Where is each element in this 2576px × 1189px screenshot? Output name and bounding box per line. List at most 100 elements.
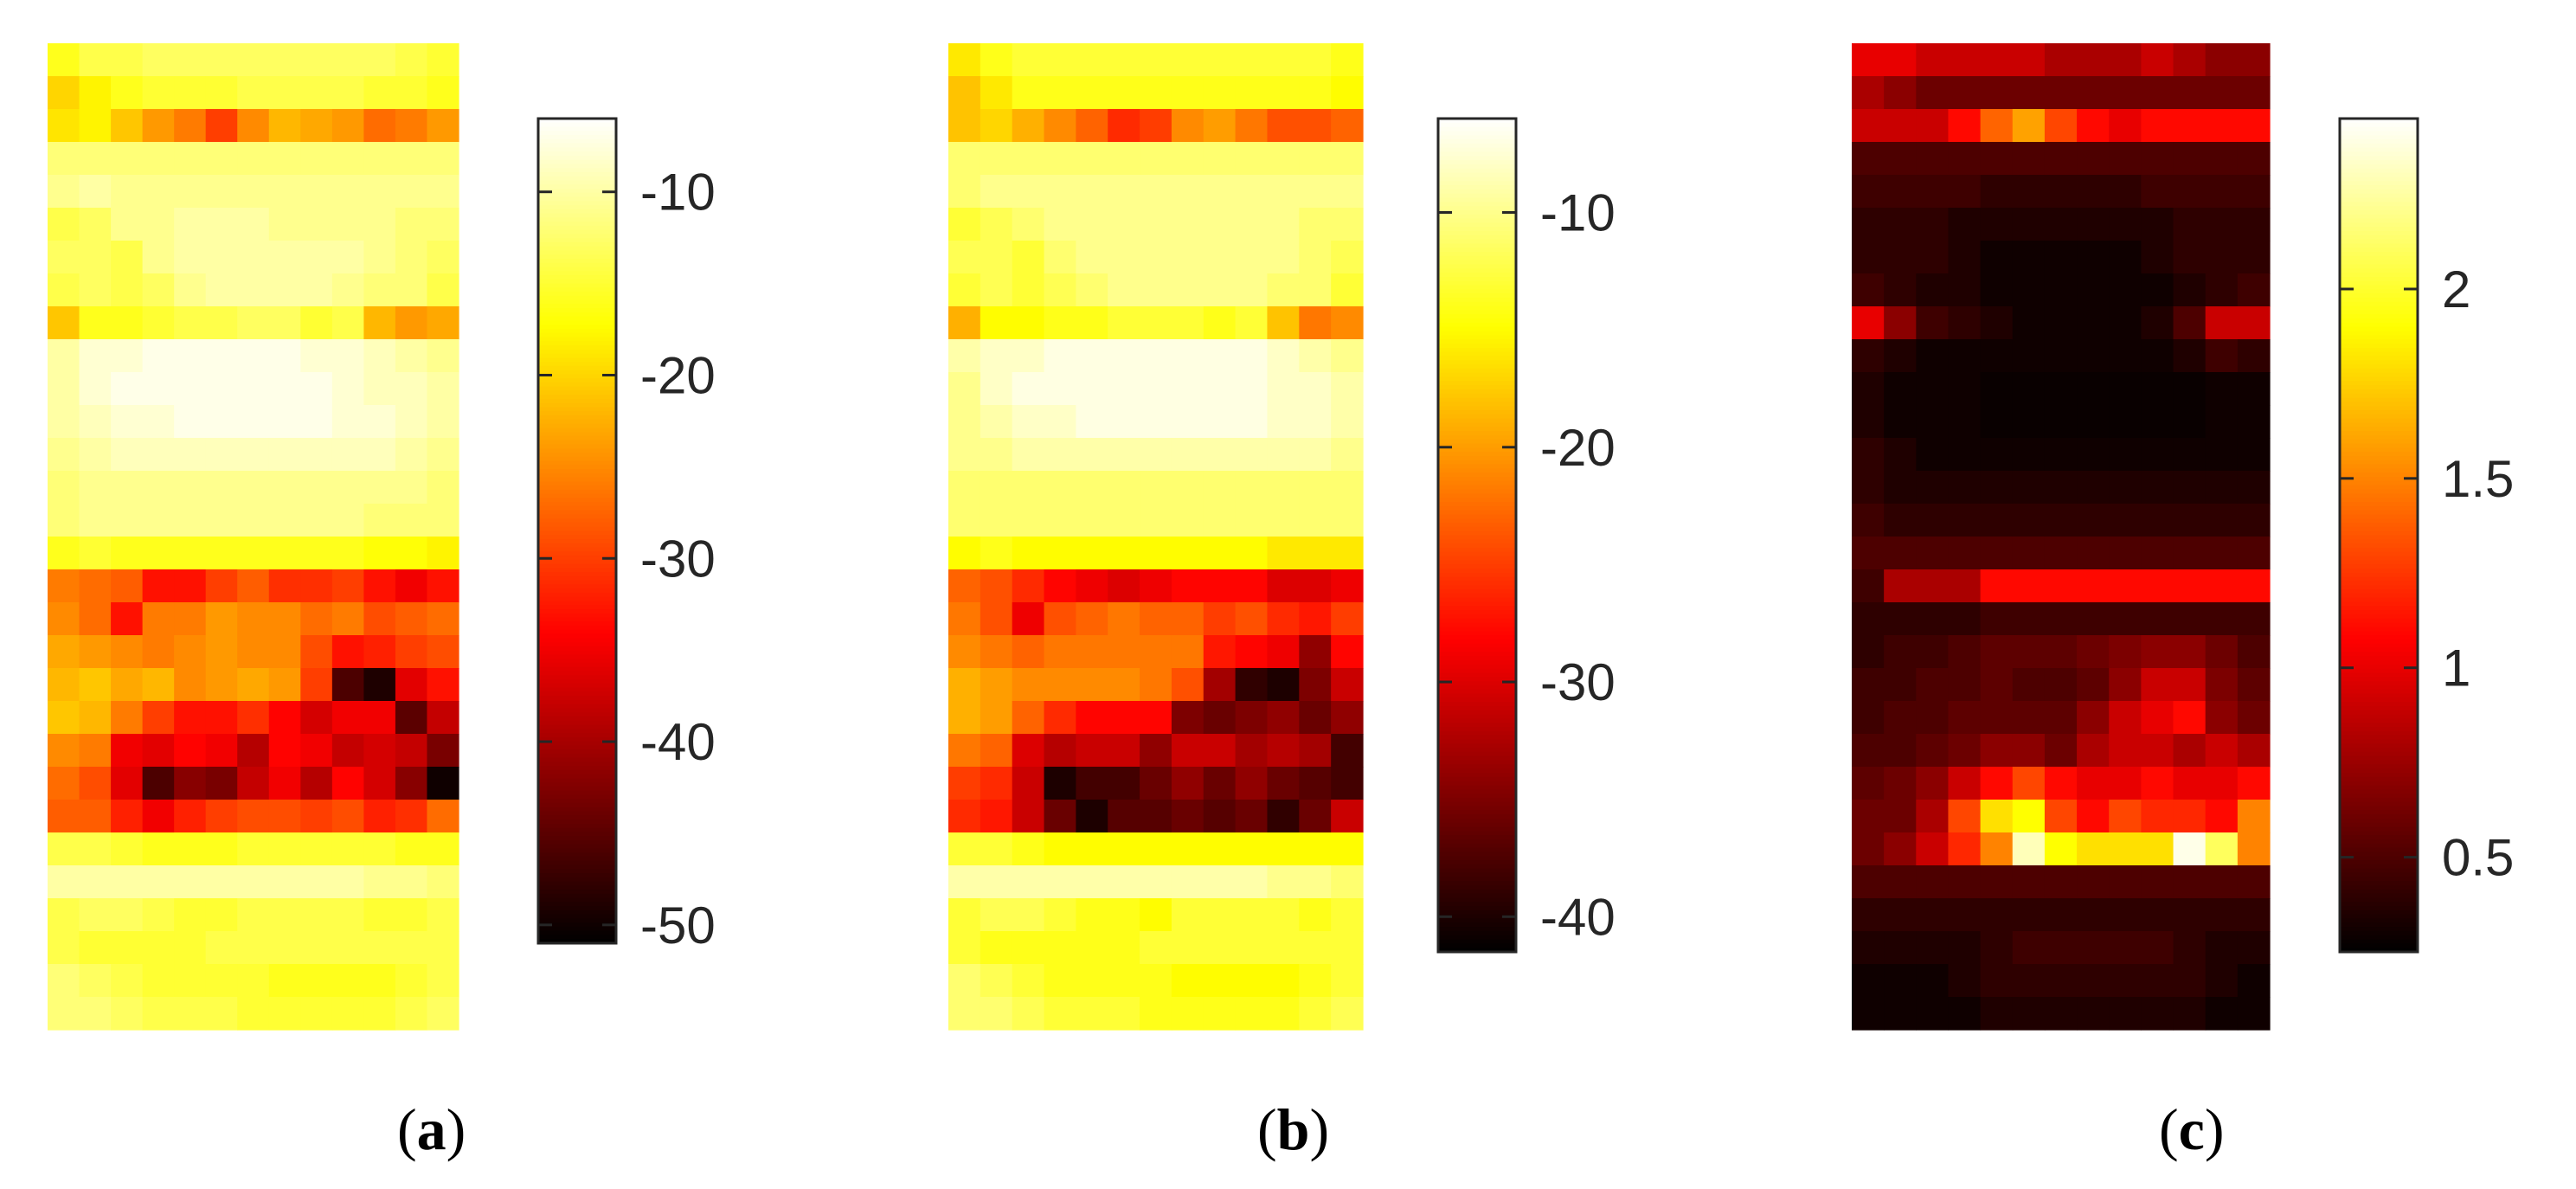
colorbar-segment: [2340, 868, 2418, 874]
heatmap-cell: [2109, 964, 2142, 998]
colorbar-segment: [1438, 530, 1516, 537]
heatmap-cell: [2237, 76, 2271, 110]
heatmap-cell: [1044, 800, 1076, 833]
heatmap-cell: [1884, 997, 1917, 1031]
heatmap-cell: [268, 668, 301, 702]
heatmap-cell: [363, 734, 396, 768]
colorbar-segment: [1438, 298, 1516, 303]
heatmap-cell: [1331, 569, 1364, 603]
heatmap-cell: [1140, 635, 1172, 669]
heatmap-cell: [268, 43, 301, 77]
heatmap-cell: [205, 76, 238, 110]
colorbar-segment: [1438, 385, 1516, 390]
heatmap-cell: [2173, 339, 2207, 373]
colorbar-segment: [2340, 714, 2418, 719]
colorbar-segment: [1438, 789, 1516, 794]
heatmap-cell: [268, 306, 301, 340]
colorbar-segment: [538, 411, 616, 416]
heatmap-cell: [142, 602, 175, 636]
colorbar-segment: [1438, 672, 1516, 678]
heatmap-cell: [142, 800, 175, 833]
heatmap-cell: [2044, 898, 2078, 932]
heatmap-cell: [1267, 964, 1300, 998]
heatmap-cell: [1884, 865, 1917, 899]
heatmap-cell: [331, 405, 364, 439]
colorbar-segment: [2340, 772, 2418, 778]
heatmap-cell: [1203, 241, 1237, 274]
heatmap-cell: [1203, 109, 1237, 143]
heatmap-cell: [111, 898, 144, 932]
heatmap-cell: [2205, 43, 2239, 77]
heatmap-cell: [1076, 175, 1108, 209]
heatmap-cell: [1852, 767, 1885, 800]
heatmap-cell: [1171, 208, 1204, 241]
heatmap-cell: [205, 43, 238, 77]
heatmap-cell: [111, 537, 144, 570]
heatmap-cell: [268, 767, 301, 800]
colorbar-segment: [1438, 301, 1516, 307]
colorbar-segment: [538, 196, 616, 202]
colorbar-segment: [538, 852, 616, 858]
heatmap-cell: [300, 537, 333, 570]
heatmap-cell: [980, 569, 1013, 603]
heatmap-cell: [2141, 142, 2175, 176]
colorbar-segment: [538, 427, 616, 433]
colorbar-segment: [1438, 209, 1516, 215]
heatmap-cell: [1076, 109, 1108, 143]
heatmap-cell: [79, 569, 112, 603]
colorbar-segment: [1438, 776, 1516, 782]
heatmap-cell: [2141, 438, 2175, 472]
heatmap-cell: [363, 602, 396, 636]
heatmap-cell: [205, 241, 238, 274]
colorbar-segment: [1438, 143, 1516, 149]
colorbar-segment: [1438, 839, 1516, 845]
heatmap-cell: [1203, 602, 1237, 636]
heatmap-cell: [1884, 175, 1917, 209]
heatmap-cell: [1331, 273, 1364, 307]
colorbar-b: -10-20-30-40: [1436, 117, 1616, 954]
colorbar-segment: [2340, 397, 2418, 403]
heatmap-cell: [205, 504, 238, 537]
heatmap-cell: [1140, 800, 1172, 833]
heatmap-cell: [1884, 537, 1917, 570]
heatmap-cell: [1140, 405, 1172, 439]
heatmap-cell: [2012, 701, 2046, 735]
heatmap-cell: [2109, 273, 2142, 307]
heatmap-cell: [980, 964, 1013, 998]
heatmap-cell: [2109, 832, 2142, 866]
heatmap-cell: [174, 898, 207, 932]
colorbar-segment: [2340, 122, 2418, 128]
heatmap-cell: [1171, 602, 1204, 636]
heatmap-cell: [1916, 734, 1950, 768]
heatmap-cell: [1331, 964, 1364, 998]
colorbar-segment: [2340, 627, 2418, 632]
colorbar-segment: [1438, 677, 1516, 682]
heatmap-cell: [1012, 537, 1045, 570]
heatmap-cell: [948, 504, 981, 537]
heatmap-cell: [2077, 208, 2110, 241]
panel-label-a: (a): [397, 1096, 466, 1162]
colorbar-segment: [538, 419, 616, 425]
colorbar-segment: [538, 246, 616, 252]
heatmap-cell: [2237, 405, 2271, 439]
heatmap-cell: [1884, 142, 1917, 176]
heatmap-cell: [2205, 471, 2239, 505]
colorbar-segment: [1438, 877, 1516, 882]
heatmap-cell: [79, 701, 112, 735]
colorbar-segment: [538, 769, 616, 775]
colorbar-segment: [2340, 160, 2418, 165]
heatmap-cell: [1235, 372, 1269, 406]
heatmap-cell: [1140, 273, 1172, 307]
heatmap-cell: [1852, 635, 1885, 669]
colorbar-tick-label: -10: [640, 164, 716, 222]
heatmap-cell: [1140, 569, 1172, 603]
colorbar-segment: [1438, 847, 1516, 853]
heatmap-cell: [395, 241, 428, 274]
heatmap-cell: [1235, 438, 1269, 472]
colorbar-segment: [1438, 589, 1516, 594]
heatmap-cell: [2173, 175, 2207, 209]
colorbar-segment: [1438, 639, 1516, 645]
heatmap-cell: [427, 471, 459, 505]
heatmap-cell: [948, 800, 981, 833]
colorbar-segment: [538, 712, 616, 717]
